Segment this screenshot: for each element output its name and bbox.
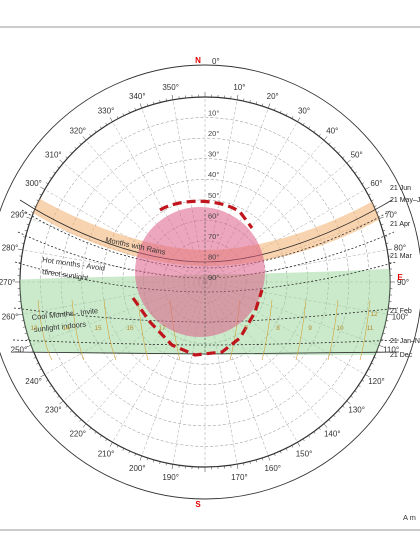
date-label: 21 May–Jul [390, 197, 420, 204]
azimuth-label: 140° [324, 430, 341, 439]
azimuth-label: 60° [370, 179, 382, 188]
horizon-circle [0, 64, 420, 500]
azimuth-label: 260° [2, 312, 19, 321]
azimuth-label: 190° [162, 473, 179, 482]
altitude-label: 30° [208, 150, 219, 159]
azimuth-label: 0° [212, 57, 220, 66]
cardinal-north: N [195, 56, 201, 65]
altitude-label: 90° [208, 273, 219, 282]
hour-label: 14 [62, 325, 70, 332]
azimuth-label: 280° [2, 244, 19, 253]
hour-label: 8 [276, 325, 280, 332]
date-label: 21 Apr [390, 221, 411, 228]
azimuth-label: 90° [397, 278, 409, 287]
azimuth-label: 40° [326, 126, 338, 135]
azimuth-label: 80° [394, 244, 406, 253]
azimuth-label: 170° [231, 473, 248, 482]
shading-zone [135, 207, 265, 337]
azimuth-label: 120° [368, 377, 385, 386]
azimuth-label: 20° [267, 92, 279, 101]
azimuth-label: 250° [11, 346, 28, 355]
date-label: 21 Dec [390, 352, 413, 359]
hour-label: 10 [336, 325, 344, 332]
sun-path [17, 231, 395, 279]
azimuth-label: 330° [98, 107, 115, 116]
hour-label: 7 [244, 325, 248, 332]
azimuth-label: 10° [233, 83, 245, 92]
hour-label: 9 [308, 325, 312, 332]
date-label: 21 Mar [390, 253, 412, 260]
altitude-label: 70° [208, 232, 219, 241]
hour-curves [37, 299, 371, 361]
date-label: 21 Jan–Nov [390, 338, 420, 345]
azimuth-label: 270° [0, 278, 15, 287]
hour-label: 13 [30, 325, 38, 332]
azimuth-label: 100° [392, 312, 409, 321]
azimuth-label: 290° [11, 210, 28, 219]
cardinal-east: E [397, 273, 403, 282]
shading-zone-outline [131, 199, 264, 357]
sun-path [12, 339, 400, 346]
altitude-label: 50° [208, 191, 219, 200]
azimuth-label: 50° [351, 151, 363, 160]
azimuth-label: 110° [383, 346, 399, 355]
sun-path [13, 307, 399, 323]
azimuth-label: 70° [385, 210, 397, 219]
altitude-label: 40° [208, 170, 219, 179]
azimuth-label: 350° [162, 83, 179, 92]
hour-label: 17 [158, 325, 166, 332]
azimuth-label: 310° [45, 151, 62, 160]
rain-months-band [25, 190, 390, 266]
azimuth-label: 30° [298, 107, 310, 116]
altitude-label: 10° [208, 109, 219, 118]
azimuth-label: 130° [348, 405, 365, 414]
cardinal-south: S [195, 500, 201, 509]
azimuth-label: 220° [69, 430, 86, 439]
azimuth-label: 230° [45, 405, 62, 414]
hour-label: 11 [367, 325, 374, 332]
altitude-label: 60° [208, 211, 219, 220]
hour-label: 16 [126, 325, 134, 332]
azimuth-label: 160° [264, 464, 281, 473]
hour-label: 15 [94, 325, 102, 332]
azimuth-label: 210° [98, 449, 115, 458]
azimuth-label: 300° [25, 179, 42, 188]
altitude-label: 20° [208, 129, 219, 138]
azimuth-label: 340° [129, 92, 146, 101]
azimuth-label: 150° [296, 449, 313, 458]
altitude-label: 80° [208, 252, 219, 261]
azimuth-label: 240° [25, 377, 42, 386]
date-label: 21 Feb [390, 308, 412, 315]
azimuth-label: 200° [129, 464, 146, 473]
azimuth-label: 320° [69, 126, 86, 135]
footer-text: A m [403, 513, 416, 522]
hour-label: 12 [370, 311, 378, 318]
